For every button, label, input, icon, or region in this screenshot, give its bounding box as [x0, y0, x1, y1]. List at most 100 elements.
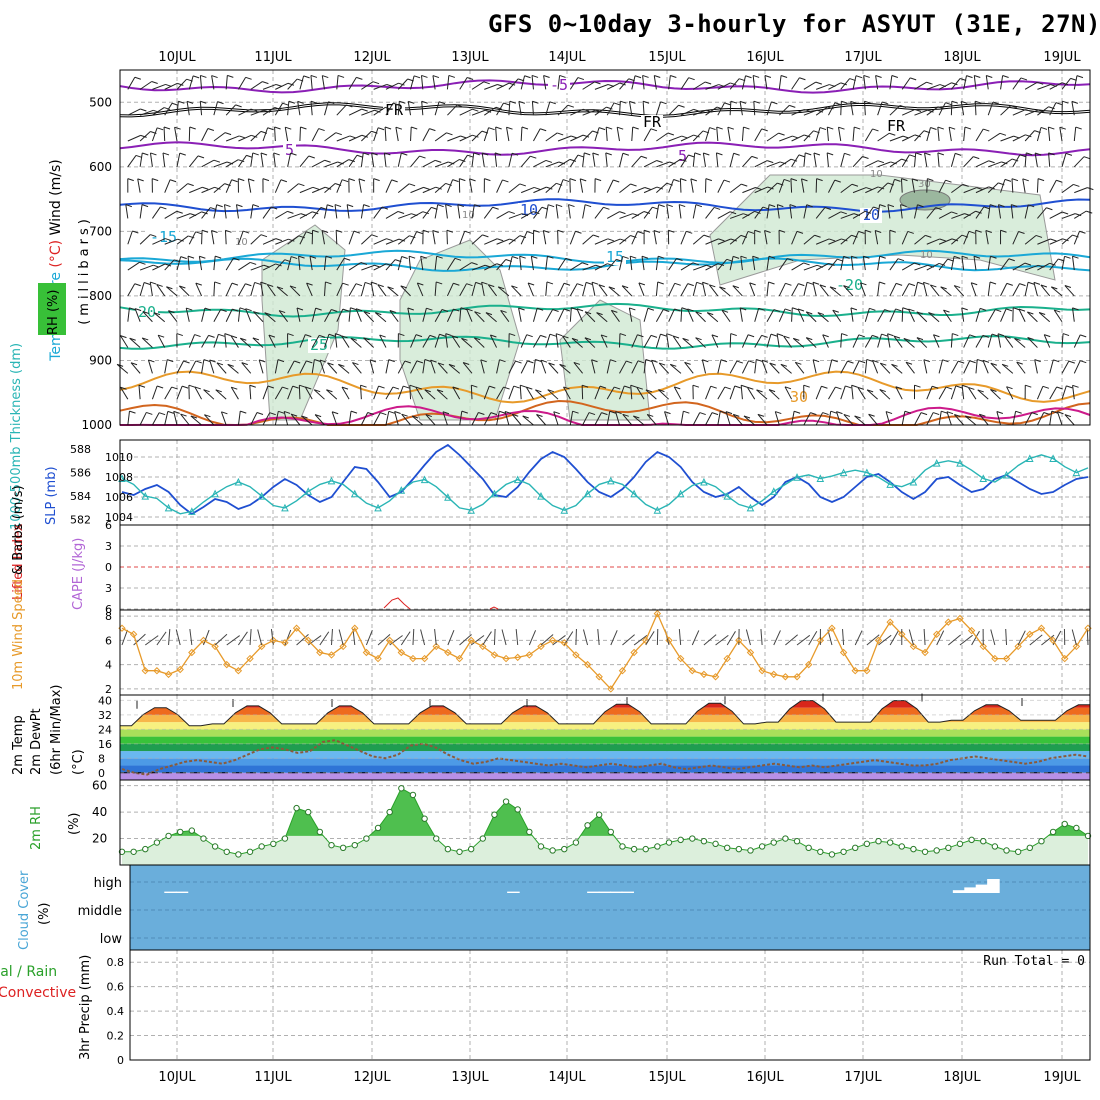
wind-barb-flag	[310, 74, 318, 78]
wind-barb	[933, 334, 940, 348]
wind-barb-flag	[829, 286, 837, 290]
wind-barb-flag	[680, 178, 687, 182]
wind-barb-flag	[982, 359, 990, 363]
rh-marker	[176, 828, 184, 836]
wind-barb-flag	[480, 359, 487, 363]
wind-barb	[299, 155, 310, 168]
wind-barb	[336, 179, 343, 193]
wind-barb-flag	[598, 284, 605, 288]
wind-barb	[422, 359, 426, 374]
wind-barb-flag	[914, 134, 921, 138]
wind-barb-flag	[975, 100, 982, 104]
wind-barb	[1001, 363, 1014, 374]
wind-barb	[615, 411, 620, 426]
wind-barb-flag	[733, 413, 740, 417]
wind-barb-flag	[425, 414, 432, 418]
wind-barb	[893, 335, 903, 348]
wind-barb-flag	[548, 362, 555, 366]
wind-speed-marker	[874, 636, 883, 645]
temp-tick-label: 24	[98, 723, 112, 736]
wind-barb	[153, 312, 166, 323]
wind-barb	[520, 360, 528, 374]
wind-barb-flag	[488, 284, 495, 288]
wind-barb-flag	[770, 333, 778, 337]
wind-barb-flag	[401, 152, 408, 156]
wind-barb	[127, 76, 136, 90]
wind-barb-flag	[142, 152, 149, 156]
wind-barb	[420, 75, 424, 90]
wind-barb-flag	[484, 109, 492, 113]
wind-barb-flag	[879, 281, 886, 285]
wind-barb-flag	[187, 255, 195, 259]
wind-barb-flag	[693, 134, 700, 138]
wind-barb-flag	[643, 229, 651, 233]
wind-barb	[633, 415, 645, 426]
wind-barb	[791, 77, 800, 90]
wind-barb	[374, 312, 387, 323]
wind-barb	[484, 106, 497, 116]
wind-barb	[324, 309, 332, 322]
wind-barb-flag	[195, 282, 202, 286]
rh-marker	[898, 843, 905, 850]
freezing-line-inner	[119, 103, 1091, 117]
wind-barb	[854, 415, 866, 426]
wind-barb-flag	[979, 413, 986, 417]
wind-barb-flag	[519, 183, 526, 187]
thickness-tick-label: 586	[70, 467, 91, 480]
wind-barb-flag	[179, 285, 186, 289]
wind-barb	[420, 256, 424, 271]
wind-barb-10m	[645, 631, 655, 646]
wind-barb	[471, 234, 483, 245]
wind-speed-marker	[1072, 642, 1081, 651]
wind-barb	[447, 104, 458, 116]
wind-barb-flag	[1080, 360, 1087, 364]
rh-marker	[339, 844, 347, 852]
wind-barb	[518, 307, 522, 322]
wind-barb-flag	[654, 75, 661, 78]
rh-marker	[1061, 820, 1068, 828]
temp-tick-label: 40	[98, 694, 112, 707]
wind-barb-flag	[887, 333, 894, 337]
wind-barb	[926, 84, 941, 90]
wind-barb-flag	[716, 152, 723, 156]
wind-barb-flag	[953, 255, 961, 259]
wind-barb	[348, 411, 352, 426]
wind-barb	[1048, 152, 1051, 167]
wind-barb	[379, 334, 387, 348]
wind-barb	[596, 312, 608, 323]
wind-barb	[887, 333, 891, 348]
wind-barb	[520, 186, 535, 194]
wind-barb-flag	[622, 152, 630, 156]
wind-speed-marker	[851, 667, 859, 675]
wind-barb	[421, 101, 424, 116]
wind-barb-flag	[709, 284, 716, 288]
wind-barb	[209, 359, 215, 374]
wind-barb-flag	[704, 81, 712, 85]
wind-barb	[1000, 105, 1012, 116]
wind-barb	[164, 210, 177, 219]
wind-barb-10m	[575, 628, 577, 646]
wind-barb-flag	[642, 100, 650, 104]
wind-barb-flag	[747, 230, 755, 234]
wind-speed-marker	[618, 667, 627, 675]
wind-barb	[360, 412, 369, 426]
wind-barb-flag	[935, 207, 942, 211]
wind-barb	[754, 359, 757, 374]
wind-barb-flag	[893, 335, 901, 339]
wind-barb	[619, 213, 633, 219]
wind-speed-marker	[839, 648, 848, 657]
pressure-tick-label: 800	[89, 289, 112, 303]
wind-barb-flag	[815, 81, 822, 85]
wind-barb-flag	[1080, 334, 1087, 338]
wind-barb-flag	[717, 263, 725, 267]
wind-barb	[262, 107, 275, 116]
wind-barb	[1037, 262, 1050, 271]
wind-barb-flag	[681, 307, 688, 311]
wind-barb	[754, 308, 760, 322]
wind-barb-flag	[134, 308, 142, 312]
rh-marker	[223, 848, 230, 855]
wind-barb	[471, 152, 475, 167]
rh-marker	[828, 851, 836, 858]
wind-barb	[865, 186, 879, 194]
wind-barb-flag	[299, 384, 306, 388]
